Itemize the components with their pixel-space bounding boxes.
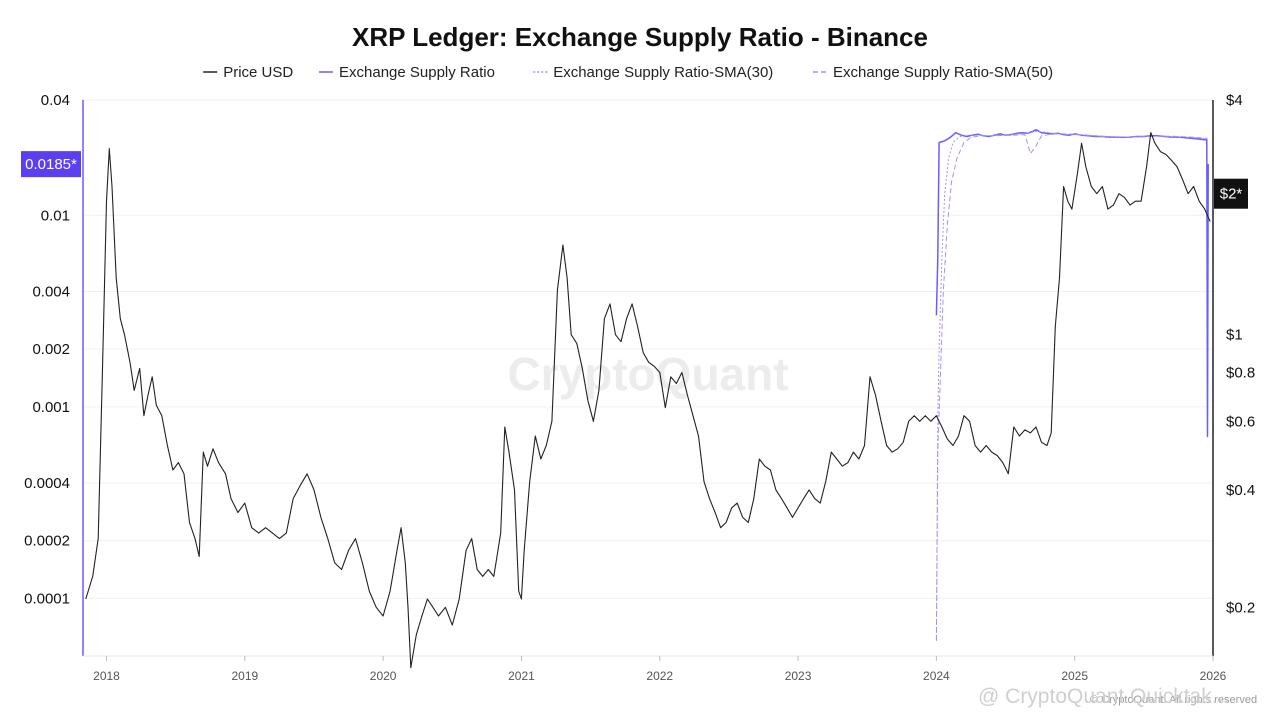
x-tick-label: 2025	[1061, 669, 1088, 683]
left-current-label: 0.0185*	[25, 156, 77, 173]
x-tick-label: 2021	[508, 669, 535, 683]
left-tick-label: 0.01	[41, 207, 70, 224]
legend-item-exchange-supply-ratio-sma-30[interactable]: Exchange Supply Ratio-SMA(30)	[533, 64, 773, 81]
series-line-exchange-supply-ratio	[935, 128, 1209, 438]
right-tick-label: $4	[1226, 92, 1243, 109]
legend-label: Price USD	[223, 64, 293, 81]
x-axis: 2018 2019 2020 2021 2022 2023 2024 2025 2026	[83, 655, 1227, 683]
legend: Price USD Exchange Supply Ratio Exchange S…	[203, 64, 1053, 81]
series-line-price-usd	[85, 132, 1211, 669]
series-group	[85, 128, 1211, 669]
current-value-badges: 0.0185* $2*	[21, 151, 1248, 209]
left-tick-label: 0.0002	[24, 533, 70, 550]
x-tick-label: 2023	[785, 669, 812, 683]
legend-item-exchange-supply-ratio-sma-50[interactable]: Exchange Supply Ratio-SMA(50)	[813, 64, 1053, 81]
legend-item-price-usd[interactable]: Price USD	[203, 64, 293, 81]
left-current-badge	[21, 151, 81, 178]
left-tick-label: 0.0004	[24, 475, 70, 492]
right-tick-label: $0.4	[1226, 482, 1255, 499]
left-tick-label: 0.002	[32, 341, 70, 358]
left-tick-label: 0.001	[32, 399, 70, 416]
left-tick-label: 0.004	[32, 284, 70, 301]
watermark-text: CryptoQuant	[507, 348, 788, 400]
gridlines	[83, 99, 1213, 599]
x-tick-label: 2026	[1200, 669, 1227, 683]
series-line-exchange-supply-ratio-sma-30	[935, 130, 1208, 641]
x-tick-label: 2018	[93, 669, 120, 683]
x-tick-label: 2024	[923, 669, 950, 683]
right-tick-label: $0.6	[1226, 413, 1255, 430]
left-tick-label: 0.0001	[24, 590, 70, 607]
right-tick-label: $1	[1226, 327, 1243, 344]
right-axis: $4 $1 $0.8 $0.6 $0.4 $0.2	[1212, 92, 1255, 656]
source-watermark: @ CryptoQuant Quicktak...	[978, 685, 1229, 708]
chart-title: XRP Ledger: Exchange Supply Ratio - Bina…	[352, 22, 928, 52]
legend-label: Exchange Supply Ratio	[339, 64, 495, 81]
right-current-badge	[1214, 178, 1248, 209]
series-line-exchange-supply-ratio-sma-50	[935, 133, 1208, 641]
x-tick-label: 2022	[646, 669, 673, 683]
right-current-label: $2*	[1220, 186, 1243, 203]
legend-item-exchange-supply-ratio[interactable]: Exchange Supply Ratio	[319, 64, 495, 81]
x-tick-label: 2019	[231, 669, 258, 683]
left-tick-label: 0.04	[41, 92, 70, 109]
copyright-text: © CryptoQuant. All rights reserved	[1090, 694, 1257, 706]
legend-label: Exchange Supply Ratio-SMA(50)	[833, 64, 1053, 81]
right-tick-label: $0.8	[1226, 365, 1255, 382]
right-tick-label: $0.2	[1226, 599, 1255, 616]
x-tick-label: 2020	[370, 669, 397, 683]
left-axis: 0.04 0.01 0.004 0.002 0.001 0.0004 0.0002 0.000…	[24, 92, 84, 656]
legend-label: Exchange Supply Ratio-SMA(30)	[553, 64, 773, 81]
